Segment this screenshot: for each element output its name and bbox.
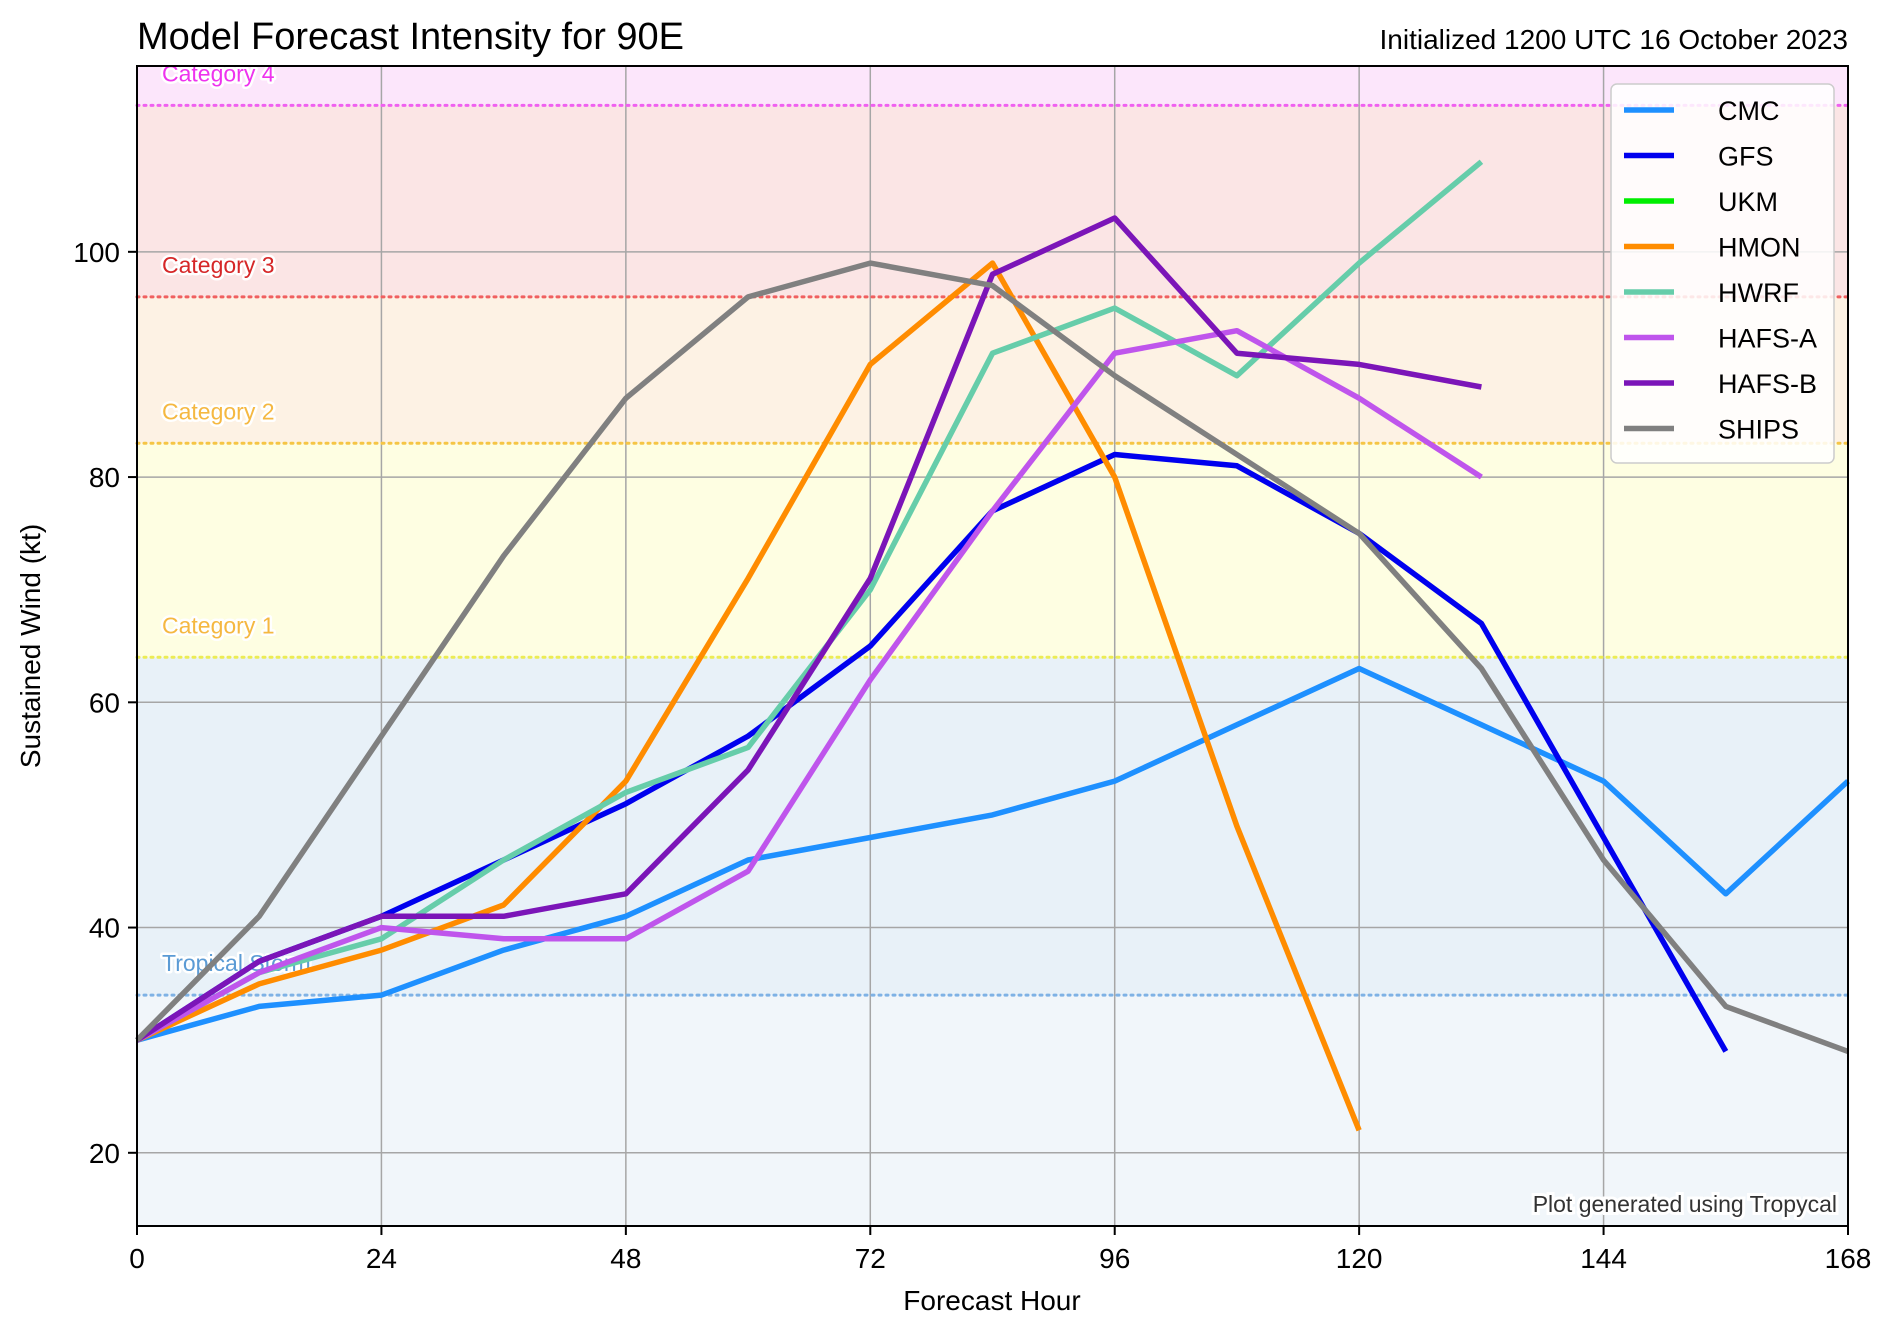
threshold-label: Category 1: [162, 612, 275, 638]
y-tick-label: 40: [89, 913, 120, 944]
legend-label: HAFS-B: [1718, 369, 1817, 399]
threshold-label: Category 4: [162, 60, 275, 86]
threshold-label: Category 3: [162, 252, 275, 278]
x-tick-label: 96: [1099, 1243, 1130, 1274]
band-3: [137, 296, 1848, 444]
y-tick-label: 60: [89, 687, 120, 718]
legend-label: GFS: [1718, 142, 1774, 172]
band-5: [137, 66, 1848, 106]
legend-label: HAFS-A: [1718, 324, 1817, 354]
x-axis-label: Forecast Hour: [903, 1285, 1080, 1316]
series-line-hafs-b: [135, 215, 1482, 1043]
series-line-ships: [135, 260, 1849, 1054]
threshold-label: Category 2: [162, 398, 275, 424]
legend: CMC GFS UKM HMON HWRF HAFS-A HAFS-B SHIPS: [1610, 83, 1835, 464]
band-1: [137, 657, 1848, 996]
band-2: [137, 443, 1848, 658]
legend-label: SHIPS: [1718, 415, 1799, 445]
x-tick-label: 24: [366, 1243, 397, 1274]
x-tick-label: 0: [129, 1243, 145, 1274]
legend-label: HWRF: [1718, 278, 1799, 308]
y-tick-label: 100: [73, 237, 120, 268]
series-line-hafs-a: [135, 327, 1483, 1043]
series-line-hmon: [135, 260, 1362, 1132]
chart-title: Model Forecast Intensity for 90E: [137, 16, 684, 58]
intensity-bands: [137, 66, 1848, 1226]
series-line-gfs: [135, 451, 1729, 1053]
chart-subtitle: Initialized 1200 UTC 16 October 2023: [1380, 24, 1849, 55]
x-tick-label: 168: [1825, 1243, 1872, 1274]
band-0: [137, 995, 1848, 1226]
y-tick-label: 20: [89, 1138, 120, 1169]
x-tick-label: 144: [1580, 1243, 1627, 1274]
x-tick-label: 72: [855, 1243, 886, 1274]
credit-text: Plot generated using Tropycal: [1533, 1191, 1837, 1217]
legend-label: UKM: [1718, 187, 1778, 217]
y-tick-label: 80: [89, 462, 120, 493]
legend-label: HMON: [1718, 233, 1801, 263]
legend-label: CMC: [1718, 96, 1780, 126]
legend-box: [1610, 83, 1835, 464]
plot-frame: [136, 65, 1849, 1227]
axes: 0 24 48 72 96 120 144 168 20 40 60 80 100: [73, 237, 1871, 1274]
forecast-series: [135, 159, 1850, 1132]
x-tick-label: 120: [1336, 1243, 1383, 1274]
y-axis-label: Sustained Wind (kt): [15, 524, 46, 768]
x-tick-label: 48: [610, 1243, 641, 1274]
